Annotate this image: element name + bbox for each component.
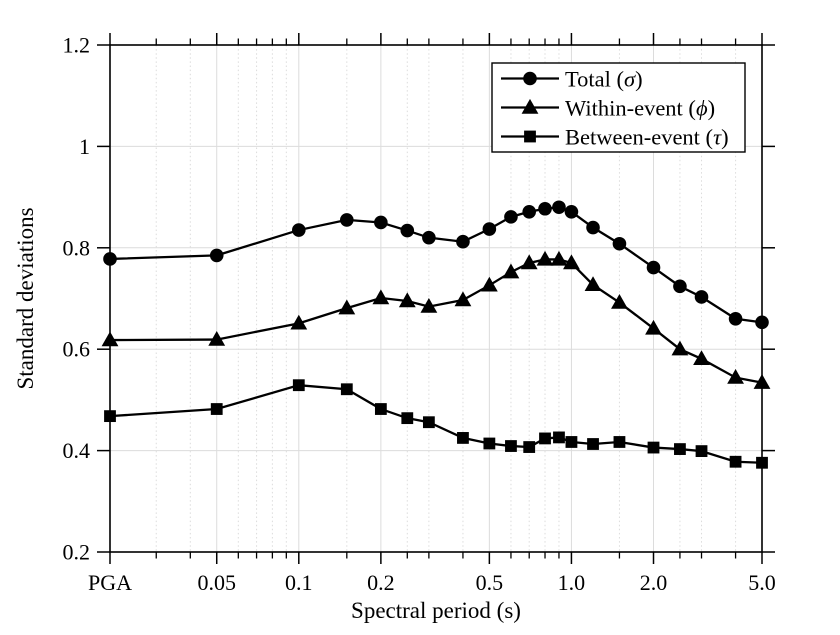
- y-tick-label: 1: [79, 134, 90, 159]
- data-point-square-between-event: [505, 440, 517, 452]
- data-point-square-between-event: [210, 403, 223, 415]
- data-point-square-between-event: [756, 456, 768, 469]
- data-point-circle-total: [482, 222, 497, 236]
- y-tick-label: 0.6: [63, 337, 91, 362]
- data-point-circle-total: [292, 223, 306, 237]
- data-point-triangle-within-event: [101, 331, 119, 347]
- data-point-circle-total: [755, 315, 769, 330]
- data-point-square-between-event: [647, 441, 660, 454]
- data-point-square-between-event: [104, 410, 116, 423]
- data-point-square-between-event: [729, 455, 742, 468]
- data-point-square-between-event: [292, 379, 305, 392]
- y-tick-label: 0.4: [63, 438, 91, 463]
- data-point-triangle-within-event: [611, 293, 628, 309]
- data-point-circle-total: [673, 279, 687, 294]
- data-point-square-between-event: [483, 437, 496, 450]
- data-point-triangle-within-event: [398, 292, 416, 308]
- data-point-triangle-within-event: [290, 314, 308, 330]
- data-point-square-between-event: [565, 436, 578, 448]
- data-point-circle-total: [646, 260, 661, 275]
- data-point-circle-total: [522, 205, 537, 219]
- legend-marker-circle: [523, 71, 537, 86]
- data-point-circle-total: [422, 230, 436, 245]
- data-point-circle-total: [209, 248, 224, 263]
- data-point-circle-total: [694, 290, 709, 304]
- data-point-square-between-event: [674, 443, 686, 455]
- data-point-triangle-within-event: [520, 254, 538, 270]
- y-tick-label: 0.8: [63, 235, 91, 260]
- data-point-circle-total: [552, 200, 566, 215]
- data-point-circle-total: [612, 236, 627, 251]
- data-point-triangle-within-event: [536, 250, 554, 266]
- data-point-triangle-within-event: [753, 374, 771, 389]
- data-point-triangle-within-event: [584, 276, 602, 292]
- data-point-circle-total: [103, 252, 117, 266]
- y-tick-label: 0.2: [63, 540, 91, 565]
- data-point-circle-total: [374, 215, 388, 230]
- legend-marker-square: [524, 130, 536, 143]
- data-point-circle-total: [728, 311, 743, 326]
- data-point-square-between-event: [422, 416, 435, 429]
- data-point-circle-total: [564, 205, 579, 219]
- x-tick-label: 0.2: [367, 570, 395, 595]
- data-point-triangle-within-event: [480, 276, 498, 292]
- legend-label: Between-event (τ): [565, 124, 729, 149]
- x-tick-label: 0.5: [476, 570, 504, 595]
- data-point-triangle-within-event: [671, 340, 689, 356]
- data-point-square-between-event: [539, 432, 551, 445]
- data-point-triangle-within-event: [645, 319, 662, 335]
- data-point-circle-total: [340, 213, 354, 227]
- data-point-triangle-within-event: [420, 298, 438, 313]
- data-point-circle-total: [538, 201, 552, 216]
- data-point-triangle-within-event: [454, 291, 472, 307]
- data-point-triangle-within-event: [550, 250, 568, 266]
- data-point-triangle-within-event: [208, 330, 226, 346]
- x-tick-label: 5.0: [748, 570, 776, 595]
- data-point-triangle-within-event: [727, 368, 744, 384]
- x-tick-label: 0.05: [197, 570, 236, 595]
- data-point-square-between-event: [613, 436, 626, 448]
- y-axis-title: Standard deviations: [13, 207, 38, 389]
- data-point-square-between-event: [401, 412, 414, 425]
- plot-frame: [109, 44, 763, 553]
- x-tick-label: PGA: [88, 570, 132, 595]
- legend-marker-triangle: [521, 98, 539, 114]
- x-tick-label: 2.0: [640, 570, 668, 595]
- data-point-square-between-event: [374, 403, 387, 415]
- data-point-circle-total: [400, 223, 415, 238]
- data-point-triangle-within-event: [693, 350, 710, 366]
- data-point-circle-total: [456, 234, 470, 249]
- x-axis-title: Spectral period (s): [351, 598, 521, 623]
- x-tick-label: 0.1: [285, 570, 313, 595]
- data-point-triangle-within-event: [502, 263, 520, 279]
- legend-label: Total (σ): [565, 66, 643, 91]
- y-tick-label: 1.2: [63, 33, 91, 58]
- data-point-triangle-within-event: [563, 254, 580, 270]
- legend-label: Within-event (ϕ): [565, 95, 715, 120]
- data-point-square-between-event: [553, 431, 565, 444]
- data-point-circle-total: [504, 210, 518, 224]
- x-tick-label: 1.0: [558, 570, 586, 595]
- data-point-square-between-event: [523, 441, 536, 453]
- data-point-square-between-event: [695, 445, 708, 458]
- data-point-circle-total: [586, 220, 600, 235]
- data-point-triangle-within-event: [372, 289, 390, 305]
- data-point-triangle-within-event: [338, 299, 356, 315]
- data-point-square-between-event: [340, 383, 353, 396]
- data-point-square-between-event: [457, 432, 469, 444]
- data-point-square-between-event: [587, 438, 599, 450]
